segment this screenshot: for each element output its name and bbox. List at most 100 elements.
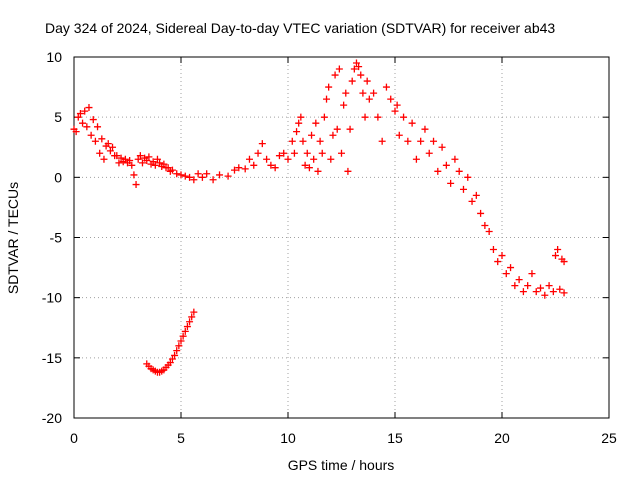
data-point [477, 209, 485, 217]
data-point [494, 258, 502, 266]
data-point [370, 89, 378, 97]
data-point [485, 227, 493, 235]
data-point [104, 140, 112, 148]
data-point [89, 116, 97, 124]
x-tick-label: 5 [177, 430, 185, 446]
data-point [316, 137, 324, 145]
data-point [87, 131, 95, 139]
data-point [552, 252, 559, 260]
data-point [310, 155, 318, 163]
data-point [434, 167, 442, 175]
data-point [357, 71, 365, 79]
data-point [250, 161, 258, 169]
data-point [115, 159, 123, 167]
y-axis-label: SDTVAR / TECUs [5, 182, 21, 294]
data-point [136, 152, 144, 160]
data-point [181, 172, 189, 180]
data-point [91, 137, 99, 145]
data-point [498, 252, 506, 260]
y-tick-label: -15 [42, 350, 62, 366]
data-point [295, 119, 303, 127]
data-point [74, 113, 82, 121]
data-point [183, 323, 191, 331]
data-point [96, 149, 104, 157]
data-point [83, 123, 91, 131]
data-point [126, 156, 134, 164]
data-point [121, 155, 129, 163]
data-point [342, 89, 350, 97]
data-point [186, 318, 194, 326]
data-point [312, 119, 320, 127]
grid [74, 57, 609, 418]
data-point [267, 161, 275, 169]
data-point [290, 149, 298, 157]
data-point [331, 71, 339, 79]
data-point [404, 137, 412, 145]
data-point [361, 113, 369, 121]
data-point [338, 149, 345, 157]
data-point [117, 154, 125, 162]
data-point [430, 137, 438, 145]
data-point [175, 342, 183, 350]
data-point [231, 166, 238, 174]
data-point [421, 125, 429, 133]
data-point [393, 101, 401, 109]
axis-ticks: 0 5 10 15 20 25 -20 -15 -10 -5 0 5 10 [42, 49, 617, 446]
data-point [198, 173, 206, 181]
y-tick-label: -5 [50, 230, 63, 246]
data-point [350, 65, 358, 73]
data-point [308, 131, 316, 139]
data-point [173, 347, 181, 355]
data-point [177, 337, 185, 345]
data-point [271, 164, 279, 172]
data-point [106, 147, 114, 155]
data-point [352, 59, 360, 67]
data-point [186, 173, 194, 181]
data-point [528, 270, 536, 278]
data-point [160, 160, 168, 168]
data-point [113, 152, 121, 160]
data-point [314, 167, 322, 175]
data-point [134, 155, 142, 163]
data-point [203, 170, 211, 178]
data-point [143, 156, 151, 164]
chart-title: Day 324 of 2024, Sidereal Day-to-day VTE… [45, 20, 555, 36]
data-point [216, 171, 224, 179]
data-point [344, 167, 352, 175]
data-point [329, 131, 337, 139]
data-point [164, 164, 172, 172]
y-tick-label: 5 [54, 109, 62, 125]
data-point [382, 83, 390, 91]
data-point [395, 131, 403, 139]
data-point [359, 89, 367, 97]
data-point [425, 149, 433, 157]
data-point [391, 107, 399, 115]
data-point [188, 313, 196, 321]
x-tick-label: 25 [601, 430, 617, 446]
data-point [524, 282, 532, 290]
data-point [355, 63, 363, 71]
data-point [181, 327, 189, 335]
data-point [325, 83, 333, 91]
data-point [168, 355, 176, 363]
data-point [447, 179, 455, 187]
data-point [346, 125, 354, 133]
y-tick-label: 0 [54, 169, 62, 185]
data-point [554, 246, 562, 254]
data-point [156, 159, 164, 167]
data-point [489, 246, 497, 254]
data-point [519, 288, 527, 296]
data-point [511, 282, 519, 290]
data-point [438, 143, 446, 151]
data-point [400, 113, 408, 121]
data-point [275, 152, 283, 160]
data-point [190, 308, 198, 316]
data-point [288, 137, 296, 145]
data-point [173, 170, 181, 178]
data-point [280, 149, 288, 157]
data-point [94, 123, 102, 131]
x-axis-label: GPS time / hours [288, 457, 395, 473]
data-point [387, 95, 395, 103]
data-point [532, 288, 540, 296]
